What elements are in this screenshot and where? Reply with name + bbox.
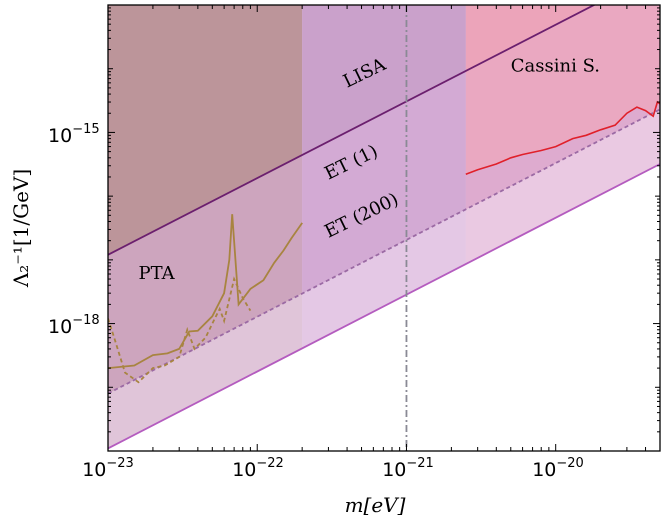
x-tick-label: 10−23 [82, 456, 134, 481]
y-axis-label: Λ₂⁻¹[1/GeV] [9, 169, 33, 288]
band-et1-et200 [108, 109, 660, 449]
x-axis-label: m[eV] [345, 493, 406, 517]
series-et-1- [108, 108, 660, 395]
axis-ticks [107, 4, 661, 452]
series-et-200- [108, 163, 660, 450]
x-tick-labels: 10−23 10−22 10−21 10−20 [82, 456, 584, 481]
label-pta: PTA [138, 263, 175, 284]
region-cassini-excluded [465, 5, 660, 175]
plot-frame [107, 4, 661, 452]
x-tick-label: 10−22 [232, 456, 284, 481]
label-cassini-s-: Cassini S. [511, 56, 600, 77]
series-cassini-s- [465, 100, 660, 176]
x-tick-label: 10−21 [382, 456, 434, 481]
y-tick-label: 10−15 [48, 122, 100, 147]
series-pta-dashed- [108, 276, 252, 384]
series-lines [108, 5, 660, 451]
series-lisa [108, 5, 597, 256]
y-tick-labels: 10−15 10−18 [48, 122, 100, 338]
x-tick-label: 10−20 [532, 456, 584, 481]
y-tick-label: 10−18 [48, 313, 100, 338]
series-pta [108, 214, 303, 369]
